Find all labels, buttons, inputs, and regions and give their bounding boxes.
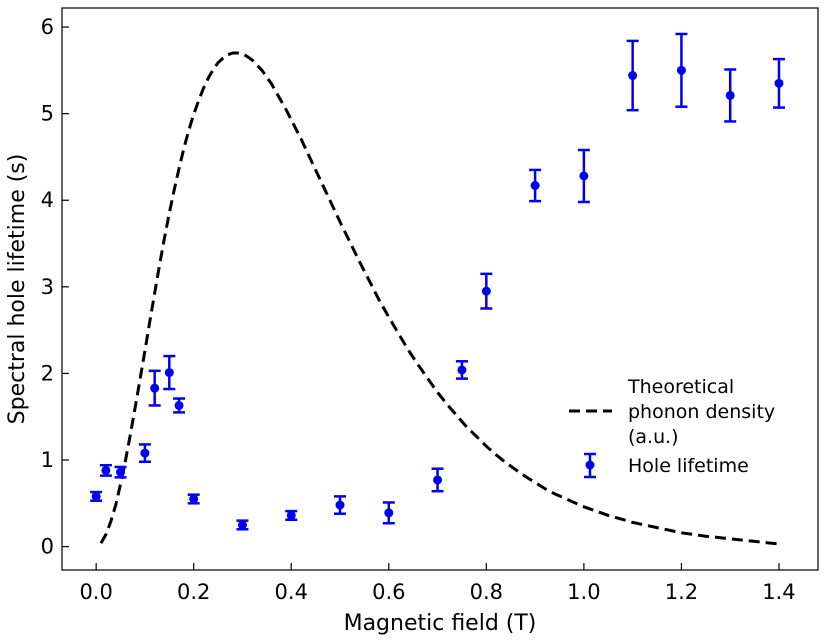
theoretical-phonon-density-line: [99, 51, 780, 546]
data-point-7: [187, 493, 200, 505]
data-point-20: [772, 57, 785, 109]
x-axis-label: Magnetic field (T): [344, 611, 537, 636]
data-point-1: [99, 463, 112, 477]
data-marker: [579, 171, 589, 181]
data-point-4: [148, 369, 161, 407]
data-marker: [774, 78, 784, 88]
x-tick-label: 1.2: [665, 580, 698, 604]
data-marker: [189, 494, 199, 504]
legend-theory-label-line2: phonon density: [628, 401, 775, 423]
legend-hole-lifetime-label: Hole lifetime: [628, 455, 749, 477]
data-marker: [384, 508, 394, 518]
legend-hole-lifetime-swatch: [584, 452, 596, 479]
data-point-5: [163, 354, 176, 391]
data-marker: [140, 448, 150, 458]
y-tick-label: 6: [41, 15, 54, 39]
y-tick-label: 1: [41, 448, 54, 472]
data-marker: [433, 475, 443, 485]
x-tick-label: 0.8: [470, 580, 503, 604]
x-tick-label: 0.4: [275, 580, 308, 604]
data-point-18: [675, 32, 688, 108]
data-marker: [174, 400, 184, 410]
data-point-15: [529, 168, 542, 203]
data-marker: [101, 465, 111, 475]
data-marker: [481, 286, 491, 296]
x-tick-label: 0.6: [372, 580, 405, 604]
data-point-13: [455, 360, 468, 380]
data-marker: [530, 181, 540, 191]
legend: Theoretical phonon density (a.u.) Hole l…: [569, 376, 775, 479]
hole-lifetime-series: [90, 32, 785, 531]
data-point-8: [236, 519, 249, 531]
data-marker: [676, 65, 686, 75]
data-point-12: [431, 467, 444, 493]
data-point-14: [480, 272, 493, 310]
data-marker: [286, 510, 296, 520]
data-marker: [335, 500, 345, 510]
data-marker: [150, 383, 160, 393]
y-tick-label: 5: [41, 102, 54, 126]
y-axis-label: Spectral hole lifetime (s): [5, 154, 30, 425]
data-point-19: [724, 68, 737, 123]
data-point-10: [334, 495, 347, 515]
y-tick-label: 3: [41, 275, 54, 299]
y-tick-label: 2: [41, 361, 54, 385]
x-tick-label: 0.0: [79, 580, 112, 604]
data-marker: [725, 90, 735, 100]
legend-theory-label-line3: (a.u.): [628, 426, 679, 448]
data-point-17: [626, 39, 639, 112]
data-marker: [457, 365, 467, 375]
data-marker: [116, 467, 126, 477]
data-point-2: [114, 465, 127, 479]
data-point-11: [382, 501, 395, 525]
data-point-6: [173, 397, 186, 414]
x-tick-label: 1.4: [762, 580, 795, 604]
data-marker: [628, 71, 638, 81]
axes-frame: [61, 7, 819, 571]
data-point-16: [577, 148, 590, 204]
x-tick-label: 0.2: [177, 580, 210, 604]
data-point-3: [138, 443, 151, 464]
data-marker: [237, 520, 247, 530]
data-marker: [91, 491, 101, 501]
data-point-0: [90, 490, 103, 502]
legend-theory-label-line1: Theoretical: [627, 376, 734, 398]
x-tick-label: 1.0: [567, 580, 600, 604]
plot-content: [90, 32, 785, 546]
data-point-9: [285, 509, 298, 522]
x-axis-ticks: 0.0 0.2 0.4 0.6 0.8 1.0 1.2 1.4: [79, 563, 796, 604]
y-tick-label: 4: [41, 188, 54, 212]
y-tick-label: 0: [41, 535, 54, 559]
data-marker: [164, 368, 174, 378]
y-axis-ticks: 0 1 2 3 4 5 6: [41, 15, 69, 559]
